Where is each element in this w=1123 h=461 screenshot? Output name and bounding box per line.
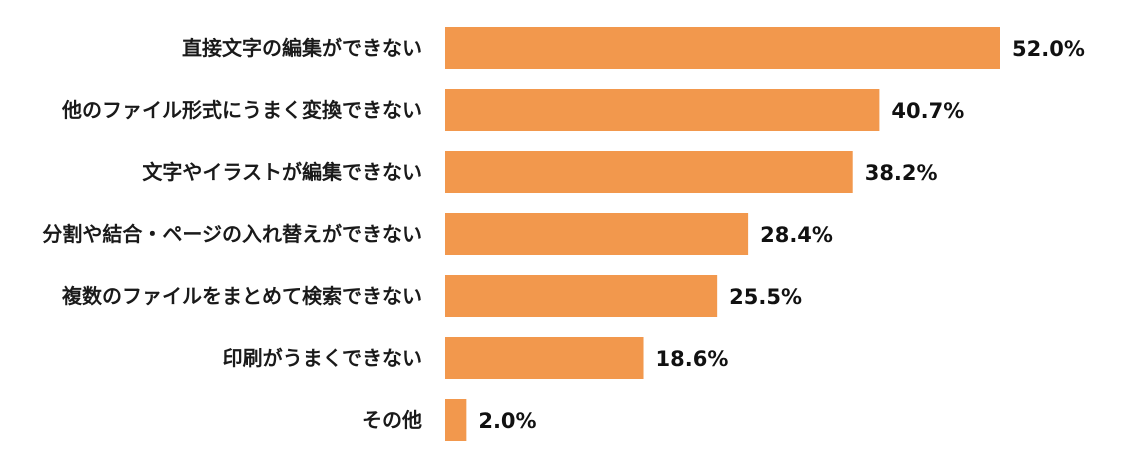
value-label-6: 18.6%	[656, 347, 729, 371]
category-label-4: 分割や結合・ページの入れ替えができない	[42, 222, 422, 246]
category-label-6: 印刷がうまくできない	[223, 346, 422, 370]
bar-1	[445, 27, 1000, 69]
category-label-1: 直接文字の編集ができない	[182, 36, 422, 60]
bar-6	[445, 337, 644, 379]
value-label-2: 40.7%	[891, 99, 964, 123]
bar-5	[445, 275, 718, 317]
value-labels-group: 52.0% 40.7% 38.2% 28.4% 25.5% 18.6% 2.0%	[478, 37, 1085, 433]
bars-group	[445, 27, 1000, 441]
category-label-7: その他	[362, 408, 422, 432]
category-label-3: 文字やイラストが編集できない	[142, 160, 422, 184]
bar-7	[445, 399, 467, 441]
category-labels-group: 直接文字の編集ができない他のファイル形式にうまく変換できない文字やイラストが編集…	[42, 36, 422, 432]
category-label-2: 他のファイル形式にうまく変換できない	[61, 98, 422, 122]
value-label-5: 25.5%	[729, 285, 802, 309]
category-label-5: 複数のファイルをまとめて検索できない	[62, 284, 422, 308]
bar-3	[445, 151, 853, 193]
bar-2	[445, 89, 880, 131]
value-label-3: 38.2%	[865, 161, 938, 185]
value-label-7: 2.0%	[478, 409, 536, 433]
value-label-4: 28.4%	[760, 223, 833, 247]
bar-4	[445, 213, 749, 255]
value-label-1: 52.0%	[1012, 37, 1085, 61]
